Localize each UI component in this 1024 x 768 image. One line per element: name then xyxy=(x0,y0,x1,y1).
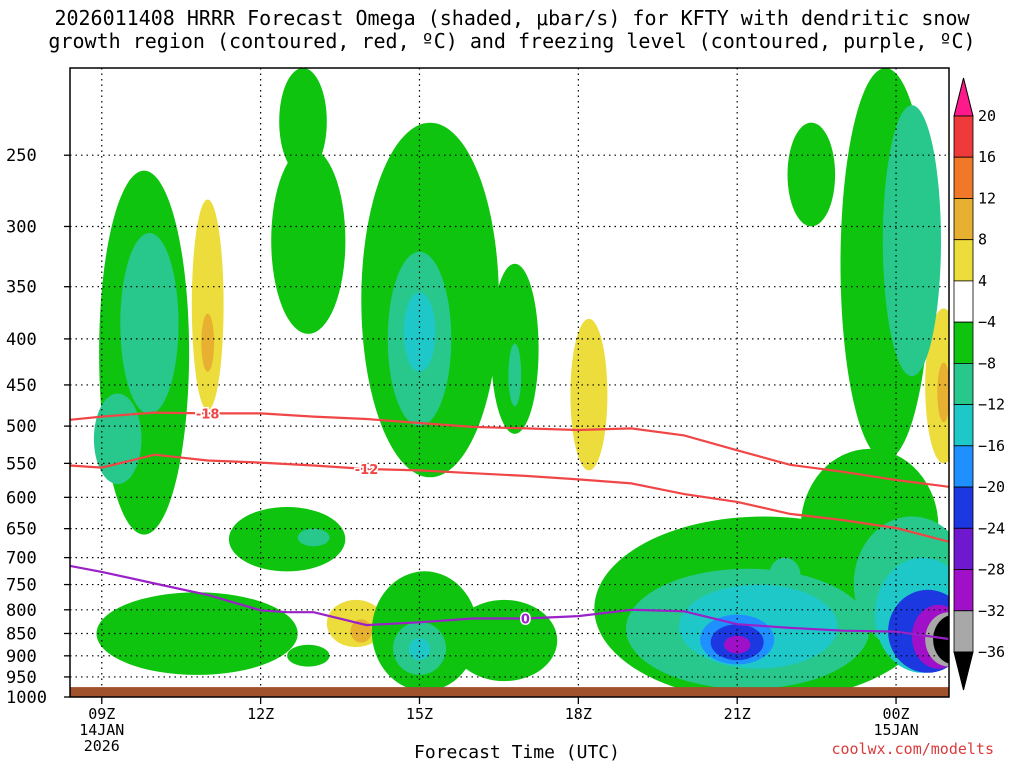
omega-cell xyxy=(408,638,431,661)
y-tick-label: 550 xyxy=(6,454,37,474)
omega-cell xyxy=(882,105,942,377)
y-tick-label: 1000 xyxy=(6,688,47,708)
contour-0 xyxy=(70,564,949,641)
chart-title-line-1: 2026011408 HRRR Forecast Omega (shaded, … xyxy=(54,6,970,30)
colorbar-band xyxy=(953,321,974,364)
colorbar-label: −36 xyxy=(978,643,1005,661)
contour-label: -12 xyxy=(355,463,379,478)
y-tick-label: 800 xyxy=(6,601,37,621)
omega-cell xyxy=(925,308,949,464)
colorbar-bottom-arrow xyxy=(953,651,974,691)
x-tick-label: 09Z xyxy=(88,705,115,723)
temperature-contours: -18 -12 0 xyxy=(70,406,949,641)
colorbar-band xyxy=(953,404,974,447)
y-axis: 250 300 350 400 450 500 550 600 650 700 750 800 850 9… xyxy=(6,146,70,708)
x-axis-label: Forecast Time (UTC) xyxy=(414,742,620,763)
plot-frame xyxy=(69,67,950,698)
omega-colorbar: 20 16 12 8 4 −4 −8 −12 −16 −20 −24 −28 −32 −36 xyxy=(953,77,1005,691)
y-tick-label: 350 xyxy=(6,278,37,298)
colorbar-label: 20 xyxy=(978,107,996,125)
x-tick-label: 14JAN xyxy=(79,721,124,739)
omega-cell xyxy=(508,343,522,407)
colorbar-band xyxy=(953,280,974,323)
y-tick-label: 300 xyxy=(6,217,37,237)
colorbar-band xyxy=(953,527,974,570)
x-tick-label: 12Z xyxy=(247,705,274,723)
y-tick-label: 400 xyxy=(6,330,37,350)
y-tick-label: 500 xyxy=(6,417,37,437)
colorbar-label: −28 xyxy=(978,561,1005,579)
colorbar-band xyxy=(953,610,974,653)
y-tick-label: 900 xyxy=(6,647,37,667)
credit-text: coolwx.com/modelts xyxy=(831,740,994,758)
omega-cell xyxy=(93,393,142,485)
colorbar-band xyxy=(953,362,974,405)
colorbar-band xyxy=(953,156,974,199)
x-tick-label: 2026 xyxy=(84,737,120,755)
colorbar-band xyxy=(953,198,974,241)
y-tick-label: 450 xyxy=(6,376,37,396)
y-tick-label: 700 xyxy=(6,549,37,569)
x-tick-label: 15JAN xyxy=(873,721,918,739)
contour--18 xyxy=(70,411,949,488)
colorbar-label: −4 xyxy=(978,313,996,331)
omega-cell xyxy=(271,147,346,334)
omega-cell xyxy=(228,507,346,572)
omega-cell xyxy=(279,68,327,175)
contour-label: 0 xyxy=(521,612,530,627)
omega-cell xyxy=(933,615,949,664)
grid-lines xyxy=(70,68,949,688)
y-tick-label: 600 xyxy=(6,488,37,508)
chart-title-line-2: growth region (contoured, red, ºC) and f… xyxy=(48,29,976,53)
y-tick-label: 950 xyxy=(6,668,37,688)
colorbar-label: −32 xyxy=(978,602,1005,620)
colorbar-label: −20 xyxy=(978,478,1005,496)
omega-cell xyxy=(451,599,558,682)
colorbar-band xyxy=(953,569,974,612)
omega-cell xyxy=(570,318,608,471)
omega-cell xyxy=(724,635,751,654)
x-tick-label: 18Z xyxy=(565,705,592,723)
colorbar-label: 16 xyxy=(978,148,996,166)
omega-cell xyxy=(768,557,801,595)
colorbar-label: −12 xyxy=(978,396,1005,414)
colorbar-label: 8 xyxy=(978,231,987,249)
colorbar-label: −24 xyxy=(978,519,1005,537)
omega-cell xyxy=(937,362,949,423)
colorbar-top-arrow xyxy=(953,77,974,117)
y-tick-label: 750 xyxy=(6,576,37,596)
colorbar-label: −16 xyxy=(978,437,1005,455)
colorbar-label: −8 xyxy=(978,354,996,372)
colorbar-label: 4 xyxy=(978,272,987,290)
colorbar-band xyxy=(953,486,974,529)
colorbar-band xyxy=(953,445,974,488)
colorbar-band xyxy=(953,239,974,282)
omega-cell xyxy=(787,122,836,227)
x-tick-label: 00Z xyxy=(883,705,910,723)
omega-cell xyxy=(297,528,330,547)
y-tick-label: 250 xyxy=(6,146,37,166)
omega-cell xyxy=(120,233,179,415)
x-tick-label: 15Z xyxy=(406,705,433,723)
ground-terrain xyxy=(70,687,949,697)
x-tick-label: 21Z xyxy=(724,705,751,723)
colorbar-label: 12 xyxy=(978,190,996,208)
omega-cell xyxy=(191,199,224,411)
omega-shading xyxy=(93,68,949,697)
omega-cell xyxy=(201,313,215,372)
y-tick-label: 850 xyxy=(6,624,37,644)
contour--12 xyxy=(70,453,949,543)
contour-label: -18 xyxy=(196,407,220,422)
y-tick-label: 650 xyxy=(6,520,37,540)
omega-cell xyxy=(287,644,330,667)
colorbar-band xyxy=(953,115,974,158)
